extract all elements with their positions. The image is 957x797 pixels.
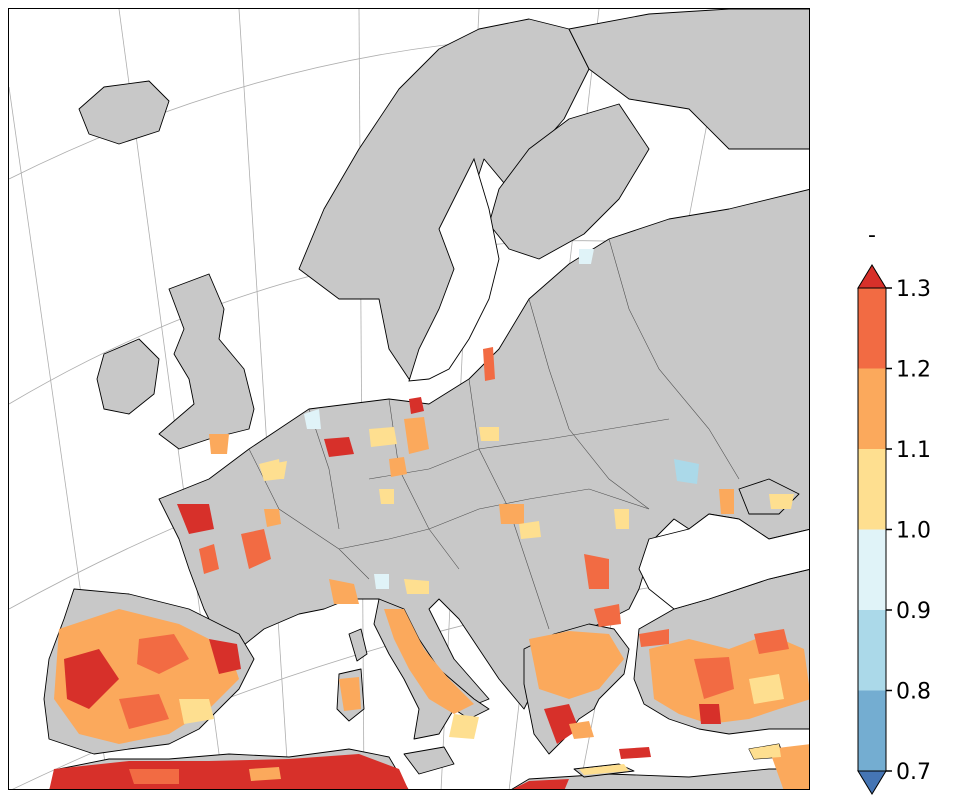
colorbar-bins [858, 288, 886, 771]
colorbar-extend-max [857, 264, 887, 289]
colorbar-unit-label: - [868, 230, 876, 248]
ratio-patches [49, 249, 809, 789]
colorbar-tick-label: 0.8 [896, 680, 931, 705]
colorbar-bin-4 [858, 529, 886, 610]
map-panel [8, 8, 810, 790]
colorbar-tick-label: 1.3 [896, 277, 931, 302]
colorbar-bin-3 [858, 449, 886, 530]
colorbar-tick-label: 1.1 [896, 438, 931, 463]
colorbar-bin-5 [858, 610, 886, 691]
colorbar-extend-min [857, 770, 887, 795]
colorbar-bin-6 [858, 690, 886, 771]
colorbar-bin-1 [858, 288, 886, 369]
europe-map [9, 9, 809, 789]
colorbar-tick-label: 0.9 [896, 599, 931, 624]
colorbar-tick-label: 1.0 [896, 519, 931, 544]
colorbar-bin-2 [858, 368, 886, 449]
colorbar-tick-label: 0.7 [896, 760, 931, 785]
colorbar: - 1.3 1.2 1.1 1.0 0.9 0.8 0.7 [857, 230, 931, 795]
inland-seas [408, 157, 809, 610]
colorbar-ticks [886, 287, 892, 772]
colorbar-tick-label: 1.2 [896, 358, 931, 383]
